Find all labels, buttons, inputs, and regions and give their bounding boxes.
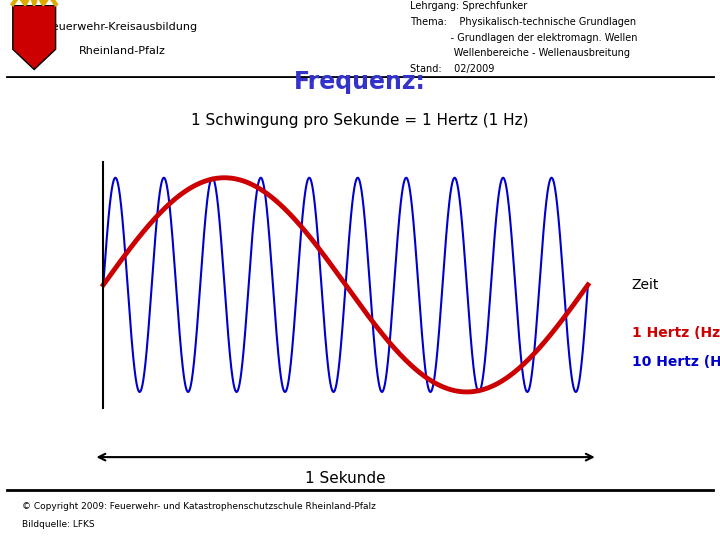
Polygon shape [13,5,55,70]
Text: Feuerwehr-Kreisausbildung: Feuerwehr-Kreisausbildung [47,22,198,32]
Text: 1 Schwingung pro Sekunde = 1 Hertz (1 Hz): 1 Schwingung pro Sekunde = 1 Hertz (1 Hz… [192,113,528,129]
Text: - Grundlagen der elektromagn. Wellen: - Grundlagen der elektromagn. Wellen [410,32,638,43]
Text: 1 Hertz (Hz): 1 Hertz (Hz) [631,326,720,340]
Text: Stand:    02/2009: Stand: 02/2009 [410,64,495,74]
Text: Wellenbereiche - Wellenausbreitung: Wellenbereiche - Wellenausbreitung [410,48,631,58]
Text: Bildquelle: LFKS: Bildquelle: LFKS [22,520,94,529]
Text: Zeit: Zeit [631,278,659,292]
Text: Thema:    Physikalisch-technische Grundlagen: Thema: Physikalisch-technische Grundlage… [410,17,636,27]
Text: Rheinland-Pfalz: Rheinland-Pfalz [79,46,166,56]
Text: © Copyright 2009: Feuerwehr- und Katastrophenschutzschule Rheinland-Pfalz: © Copyright 2009: Feuerwehr- und Katastr… [22,502,375,511]
Text: Lehrgang: Sprechfunker: Lehrgang: Sprechfunker [410,1,528,11]
Text: Frequenz:: Frequenz: [294,71,426,94]
Text: 10 Hertz (Hz): 10 Hertz (Hz) [631,355,720,369]
Text: 1 Sekunde: 1 Sekunde [305,471,386,487]
